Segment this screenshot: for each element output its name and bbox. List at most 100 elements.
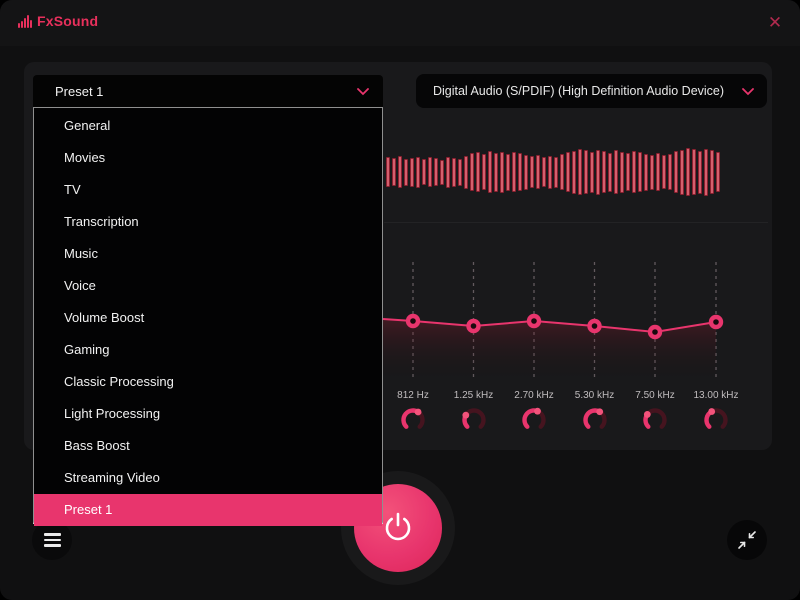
eq-band: 2.70 kHz (502, 389, 566, 440)
spectrum-bar (458, 158, 462, 186)
band-frequency-label: 5.30 kHz (574, 390, 615, 401)
spectrum-bar (698, 150, 702, 194)
band-frequency-label: 1.25 kHz (453, 390, 494, 401)
output-device-dropdown[interactable]: Digital Audio (S/PDIF) (High Definition … (416, 74, 767, 108)
spectrum-bar (494, 152, 498, 192)
gain-knob[interactable] (398, 405, 428, 435)
preset-dropdown-value: Preset 1 (55, 83, 104, 99)
spectrum-bar (566, 152, 570, 192)
preset-option-volume-boost[interactable]: Volume Boost (64, 310, 145, 325)
spectrum-bar (656, 153, 660, 191)
eq-band: 7.50 kHz (623, 389, 687, 440)
spectrum-bar (602, 151, 606, 193)
spectrum-bar (716, 152, 720, 192)
gain-knob[interactable] (459, 405, 489, 435)
preset-dropdown-list: General Movies TV Transcription Music Voice Vo… (33, 107, 383, 526)
spectrum-bar (416, 156, 420, 188)
eq-band: 5.30 kHz (563, 389, 627, 440)
spectrum-bar (662, 155, 666, 189)
spectrum-bar (440, 159, 444, 185)
spectrum-bar (446, 156, 450, 188)
spectrum-bar (620, 151, 624, 193)
spectrum-bar (590, 151, 594, 193)
eq-band: 13.00 kHz (684, 389, 748, 440)
section-divider (384, 222, 768, 223)
power-icon (385, 512, 411, 541)
spectrum-bar (452, 157, 456, 187)
preset-dropdown[interactable]: Preset 1 (33, 75, 383, 107)
spectrum-bar (410, 157, 414, 187)
spectrum-bar (470, 153, 474, 191)
close-icon[interactable]: ✕ (767, 13, 783, 32)
spectrum-bar (464, 155, 468, 189)
band-frequency-label: 2.70 kHz (514, 390, 554, 401)
chevron-down-icon (357, 88, 369, 96)
spectrum-bar (644, 153, 648, 191)
preset-option-transcription[interactable]: Transcription (64, 214, 139, 229)
spectrum-bar (674, 151, 678, 193)
app-logo: FxSound (18, 14, 98, 28)
spectrum-bar (386, 157, 390, 187)
spectrum-visualizer (386, 129, 722, 215)
spectrum-bar (518, 153, 522, 191)
spectrum-bar (554, 156, 558, 188)
app-title: FxSound (37, 13, 99, 29)
preset-option-general[interactable]: General (64, 118, 111, 133)
spectrum-bar (626, 153, 630, 191)
spectrum-bar (614, 150, 618, 194)
band-frequency-label: 812 Hz (397, 390, 429, 401)
preset-option-light-processing[interactable]: Light Processing (64, 406, 161, 421)
title-bar: FxSound ✕ (0, 0, 800, 46)
spectrum-bar (422, 159, 426, 185)
spectrum-bar (668, 154, 672, 190)
band-frequency-label: 13.00 kHz (693, 390, 739, 401)
preset-option-preset-1[interactable]: Preset 1 (34, 494, 382, 526)
gain-knob[interactable] (701, 405, 731, 435)
preset-option-music[interactable]: Music (64, 246, 98, 261)
spectrum-bar (608, 152, 612, 192)
spectrum-bar (632, 151, 636, 193)
eq-band: 1.25 kHz (442, 389, 506, 440)
spectrum-bar (638, 152, 642, 192)
equalizer-bars-icon (18, 14, 32, 28)
spectrum-bar (404, 158, 408, 186)
preset-option-tv[interactable]: TV (64, 182, 81, 197)
spectrum-bar (530, 156, 534, 188)
spectrum-bar (500, 151, 504, 193)
spectrum-bar (488, 151, 492, 193)
preset-option-movies[interactable]: Movies (64, 150, 106, 165)
preset-option-classic-processing[interactable]: Classic Processing (64, 374, 174, 389)
preset-option-voice[interactable]: Voice (64, 278, 96, 293)
eq-curve[interactable] (383, 230, 772, 388)
spectrum-bar (650, 154, 654, 190)
spectrum-bar (584, 150, 588, 194)
spectrum-bar (482, 154, 486, 190)
collapse-button[interactable] (727, 520, 767, 560)
equalizer-section: 812 Hz 1.25 kHz 2.70 kHz 5.30 kHz 7.50 kHz 13… (383, 230, 772, 450)
band-frequency-label: 7.50 kHz (635, 390, 675, 401)
output-device-value: Digital Audio (S/PDIF) (High Definition … (432, 84, 725, 98)
preset-option-gaming[interactable]: Gaming (64, 342, 110, 357)
spectrum-bar (572, 150, 576, 194)
spectrum-bar (392, 158, 396, 186)
gain-knob[interactable] (519, 405, 549, 435)
preset-option-streaming-video[interactable]: Streaming Video (64, 470, 160, 485)
gain-knob[interactable] (580, 405, 610, 435)
chevron-down-icon (742, 88, 754, 96)
spectrum-bar (710, 150, 714, 194)
spectrum-bar (692, 149, 696, 195)
spectrum-bar (686, 148, 690, 196)
spectrum-bar (428, 157, 432, 187)
hamburger-icon (43, 533, 61, 536)
menu-button[interactable] (32, 520, 72, 560)
spectrum-bar (476, 152, 480, 192)
spectrum-bar (542, 157, 546, 187)
preset-option-bass-boost[interactable]: Bass Boost (64, 438, 130, 453)
spectrum-bar (578, 149, 582, 195)
spectrum-bar (548, 155, 552, 189)
spectrum-bar (398, 156, 402, 188)
spectrum-bar (512, 152, 516, 192)
spectrum-bar (596, 149, 600, 195)
gain-knob[interactable] (640, 405, 670, 435)
